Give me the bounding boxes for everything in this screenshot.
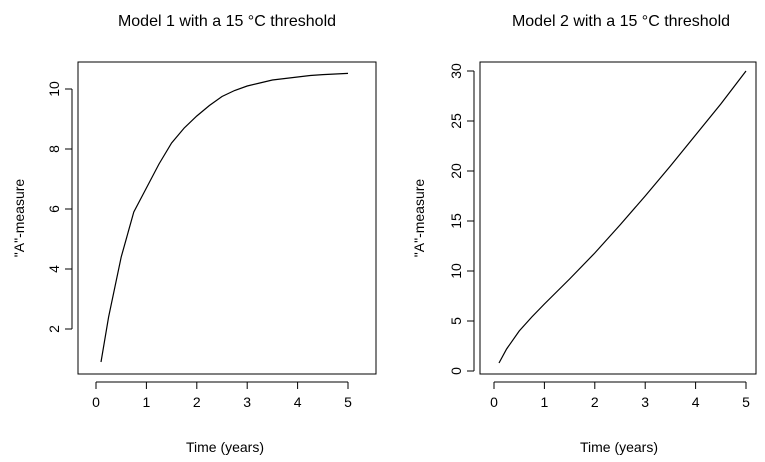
x-tick-label: 3	[243, 394, 251, 410]
y-tick-label: 0	[448, 367, 464, 375]
x-tick-label: 1	[541, 394, 549, 410]
y-tick-label: 20	[448, 163, 464, 179]
x-tick-label: 1	[143, 394, 151, 410]
y-tick-label: 8	[46, 145, 62, 153]
chart-title: Model 2 with a 15 °C threshold	[512, 13, 730, 30]
tick-group: 0 1 2 3 4 5 2 4 6 8 10	[46, 81, 352, 410]
y-axis-title: "A"-measure	[11, 179, 27, 258]
series-line	[498, 70, 747, 364]
y-tick-label: 4	[46, 265, 62, 273]
y-tick-label: 10	[46, 81, 62, 97]
x-axis-title: Time (years)	[186, 439, 264, 455]
y-tick-label: 6	[46, 205, 62, 213]
y-tick-label: 10	[448, 263, 464, 279]
plot-frame	[479, 61, 757, 375]
y-tick-label: 30	[448, 63, 464, 79]
y-axis-title: "A"-measure	[411, 179, 427, 258]
x-tick-label: 4	[692, 394, 700, 410]
x-tick-label: 2	[591, 394, 599, 410]
series-line	[100, 72, 349, 363]
x-tick-label: 0	[490, 394, 498, 410]
plot-frame	[77, 61, 377, 375]
y-tick-label: 5	[448, 317, 464, 325]
x-tick-label: 5	[344, 394, 352, 410]
x-tick-label: 5	[742, 394, 750, 410]
x-tick-label: 2	[193, 394, 201, 410]
x-tick-label: 0	[92, 394, 100, 410]
x-axis-title: Time (years)	[580, 439, 658, 455]
chart-model-2: Model 2 with a 15 °C threshold 0 1 2 3 4 5 0 5 1…	[411, 13, 757, 455]
chart-title: Model 1 with a 15 °C threshold	[118, 13, 336, 30]
y-tick-label: 2	[46, 325, 62, 333]
y-tick-label: 25	[448, 113, 464, 129]
chart-model-1: Model 1 with a 15 °C threshold 0 1 2 3 4 5 2 4 6…	[11, 13, 377, 455]
tick-group: 0 1 2 3 4 5 0 5 10 15 20 25 30	[448, 63, 750, 410]
y-tick-label: 15	[448, 213, 464, 229]
x-tick-label: 4	[294, 394, 302, 410]
x-tick-label: 3	[641, 394, 649, 410]
